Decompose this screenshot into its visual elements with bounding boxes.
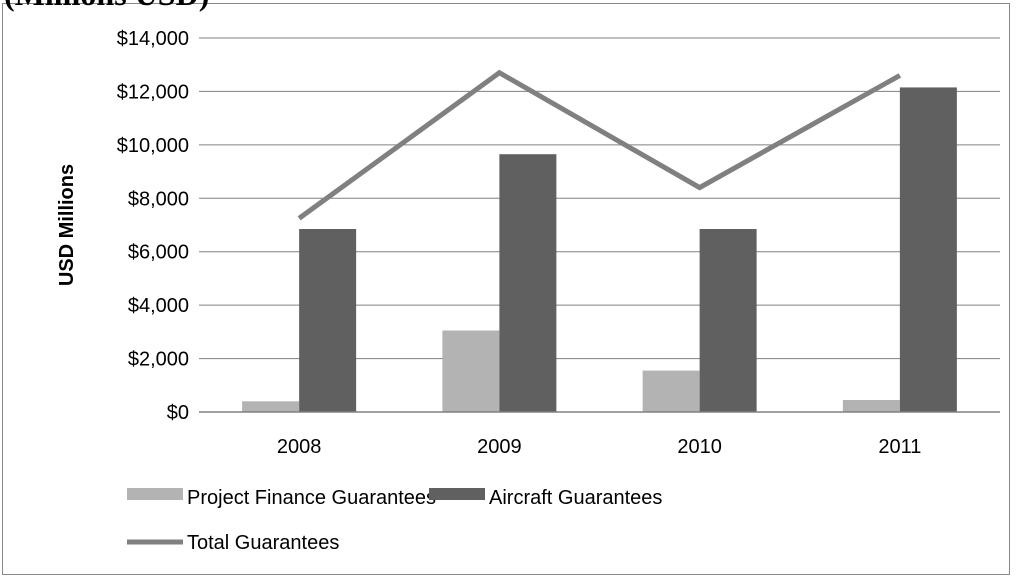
x-tick-label: 2010 xyxy=(677,436,722,458)
chart-frame: $0 $2,000 $4,000 $6,000 $8,000 $10,000 $12,000… xyxy=(2,3,1010,575)
bar-project-finance-2008 xyxy=(242,401,300,412)
x-tick-label: 2009 xyxy=(477,436,522,458)
bar-project-finance-2011 xyxy=(842,399,900,412)
legend-swatch-aircraft xyxy=(429,488,485,500)
legend: Project Finance Guarantees Aircraft Guara… xyxy=(127,487,662,554)
y-axis-ticks: $0 $2,000 $4,000 $6,000 $8,000 $10,000 $12,000… xyxy=(117,28,189,424)
total-guarantees-line xyxy=(297,69,902,221)
y-tick-label: $8,000 xyxy=(128,188,189,210)
bar-aircraft-2011 xyxy=(899,87,957,413)
y-tick-label: $0 xyxy=(167,402,189,424)
x-tick-label: 2011 xyxy=(878,436,921,458)
bar-project-finance-2010 xyxy=(642,370,700,412)
legend-label-project-finance: Project Finance Guarantees xyxy=(187,487,436,509)
bar-aircraft-2009 xyxy=(499,154,557,412)
bar-aircraft-2010 xyxy=(699,229,757,412)
total-line xyxy=(297,69,902,221)
bars xyxy=(242,87,957,413)
y-tick-label: $6,000 xyxy=(128,242,189,264)
bar-project-finance-2009 xyxy=(442,330,500,412)
legend-label-total: Total Guarantees xyxy=(187,532,339,554)
bar-aircraft-2008 xyxy=(299,229,357,412)
y-tick-label: $14,000 xyxy=(117,28,189,50)
x-axis-ticks: 2008 2009 2010 2011 xyxy=(199,411,1000,458)
y-axis-label: USD Millions xyxy=(56,164,78,286)
x-tick-label: 2008 xyxy=(277,436,322,458)
y-tick-label: $12,000 xyxy=(117,81,189,103)
legend-label-aircraft: Aircraft Guarantees xyxy=(489,487,662,509)
chart: $0 $2,000 $4,000 $6,000 $8,000 $10,000 $12,000… xyxy=(56,28,1000,554)
legend-swatch-project-finance xyxy=(127,488,183,500)
y-tick-label: $2,000 xyxy=(128,349,189,371)
y-tick-label: $10,000 xyxy=(117,135,189,157)
y-tick-label: $4,000 xyxy=(128,295,189,317)
chart-title-partial: (Millions USD) xyxy=(4,0,209,10)
